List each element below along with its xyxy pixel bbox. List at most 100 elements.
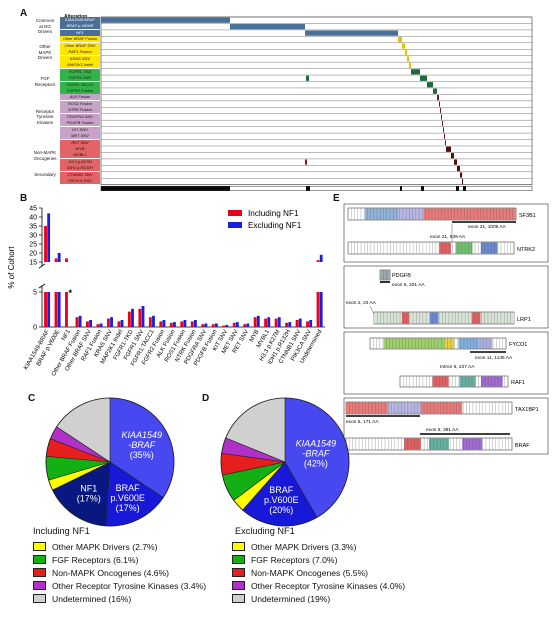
panel-c-letter: C	[28, 393, 36, 404]
bar-including-nf1	[201, 324, 205, 327]
bar-including-nf1	[44, 292, 47, 327]
bar-excluding-nf1	[173, 322, 176, 327]
bar-excluding-nf1	[225, 324, 229, 327]
pie-label: KIAA1549	[296, 439, 337, 449]
legend-label: Other Receptor Tyrosine Kinases (4.0%)	[251, 581, 406, 591]
bar-including-nf1	[264, 318, 268, 327]
pie-label: -BRAF	[128, 440, 156, 450]
oncoprint-alteration	[440, 107, 441, 114]
oncoprint-row-label: FGFR2 Fusion	[60, 87, 100, 94]
bar-including-nf1	[180, 321, 184, 327]
exon-domain	[374, 312, 514, 324]
bar-excluding-nf1	[57, 253, 61, 262]
exon-domain	[455, 242, 473, 254]
bar-including-nf1	[295, 320, 299, 327]
oncoprint-row-label: Other BRAF SNV	[60, 42, 100, 49]
bar-excluding-nf1	[277, 317, 281, 327]
oncoprint-row-label: MYBL1	[60, 152, 100, 159]
y-tick-label: 25	[29, 242, 37, 249]
bar-excluding-nf1	[319, 254, 323, 262]
oncoprint-row-label: CTNNB1 SNV	[60, 171, 100, 178]
legend-label: Non-MAPK Oncogenes (4.6%)	[52, 568, 170, 578]
gene-label-lrp1: LRP1	[517, 317, 531, 323]
oncoprint-row-label: MET SNV	[60, 133, 100, 140]
legend-label: Other MAPK Drivers (2.7%)	[52, 542, 158, 552]
bar-excluding-nf1	[152, 315, 155, 327]
bar-excluding-nf1	[78, 315, 82, 327]
oncoprint-row-label: H3.3 p.K27M	[60, 158, 100, 165]
bar-including-nf1	[54, 258, 58, 262]
bar-including-nf1	[285, 322, 289, 327]
panel-e-letter: E	[333, 193, 340, 204]
legend-swatch	[228, 210, 242, 216]
nf1-excluded-marker: *	[68, 288, 72, 298]
oncoprint-alteration	[437, 95, 439, 101]
exon-label: exon 11, 1146 AA	[475, 355, 513, 361]
legend-swatch	[228, 222, 242, 228]
legend-swatch	[232, 581, 245, 590]
bar-including-nf1	[253, 317, 257, 327]
exon-domain	[458, 338, 479, 349]
oncoprint-alteration	[411, 69, 420, 75]
oncoprint-secondary-mark	[421, 186, 424, 191]
legend-swatch	[232, 594, 245, 603]
legend-label: Other Receptor Tyrosine Kinases (3.4%)	[52, 581, 207, 591]
pie-label: (20%)	[269, 505, 293, 515]
bar-excluding-nf1	[246, 323, 250, 327]
oncoprint-secondary-mark	[463, 186, 466, 191]
oncoprint-row-label: ROS1 Fusion	[60, 100, 100, 107]
oncoprint-alteration	[101, 17, 230, 23]
oncoprint-row-label: FGFR1 SNV	[60, 75, 100, 82]
oncoprint-row-label: ALK Fusion	[60, 94, 100, 101]
exon-domain	[402, 312, 409, 324]
oncoprint-row-label: NF1	[60, 29, 100, 36]
legend-item: Undetermined (19%)	[232, 594, 330, 605]
oncoprint-row-label: RAF1 Fusion	[60, 49, 100, 56]
oncoprint-group-label: Other MAPK Drivers	[37, 44, 53, 61]
legend-item: Other Receptor Tyrosine Kinases (4.0%)	[232, 581, 405, 592]
bar-excluding-nf1	[131, 308, 134, 327]
oncoprint-alteration	[305, 30, 398, 36]
pie-label: (35%)	[130, 450, 154, 460]
legend-item: Other MAPK Drivers (3.3%)	[232, 542, 357, 553]
oncoprint-row-label: MAP2K1 Indel	[60, 62, 100, 69]
oncoprint-alteration	[460, 172, 462, 178]
oncoprint-alteration	[306, 75, 309, 81]
bar-including-nf1	[316, 260, 320, 262]
axis-break-mark	[38, 263, 46, 269]
exon-domain	[404, 438, 421, 450]
exon-domain	[383, 338, 445, 349]
pie-label: -BRAF	[302, 449, 330, 459]
exon-domain	[387, 402, 421, 414]
oncoprint-alteration	[433, 88, 437, 94]
oncoprint-row-label: KIAA1549:BRAF	[60, 17, 100, 23]
panel-d-letter: D	[202, 393, 210, 404]
panel-a-grid	[100, 16, 533, 191]
bar-excluding-nf1	[235, 322, 239, 327]
panel-a-oncoprint: Common at DG Drivers Other MAPK Drivers FG…	[0, 0, 554, 200]
oncoprint-alteration	[457, 165, 460, 172]
bar-excluding-nf1	[57, 292, 61, 327]
legend-swatch	[33, 568, 46, 577]
oncoprint-alteration	[407, 56, 409, 62]
bar-including-nf1	[65, 292, 68, 327]
oncoprint-alteration	[230, 24, 305, 30]
gene-label-braf: BRAF	[515, 443, 530, 449]
exon-label: exon 21, 839 AA	[430, 234, 466, 240]
axis-break-mark	[38, 283, 46, 289]
oncoprint-secondary-mark	[456, 186, 459, 191]
pie-label: p.V600E	[264, 495, 299, 505]
oncoprint-alteration	[442, 120, 443, 127]
exon-domain	[430, 312, 439, 324]
panel-c-pie-chart: KIAA1549-BRAF(35%)BRAFp.V600E(17%)NF1(17…	[45, 397, 175, 527]
oncoprint-row-label: PDGFB Fusion	[60, 120, 100, 127]
panel-b-letter: B	[20, 193, 28, 204]
oncoprint-alteration	[443, 127, 444, 133]
pie-label: p.V600E	[110, 493, 145, 503]
bar-excluding-nf1	[288, 322, 292, 327]
bar-including-nf1	[106, 318, 110, 327]
oncoprint-alteration	[420, 75, 427, 81]
oncoprint-row-label: KIT SNV	[60, 126, 100, 133]
x-tick-label: NF1	[61, 328, 72, 341]
pie-label: (17%)	[116, 503, 140, 513]
